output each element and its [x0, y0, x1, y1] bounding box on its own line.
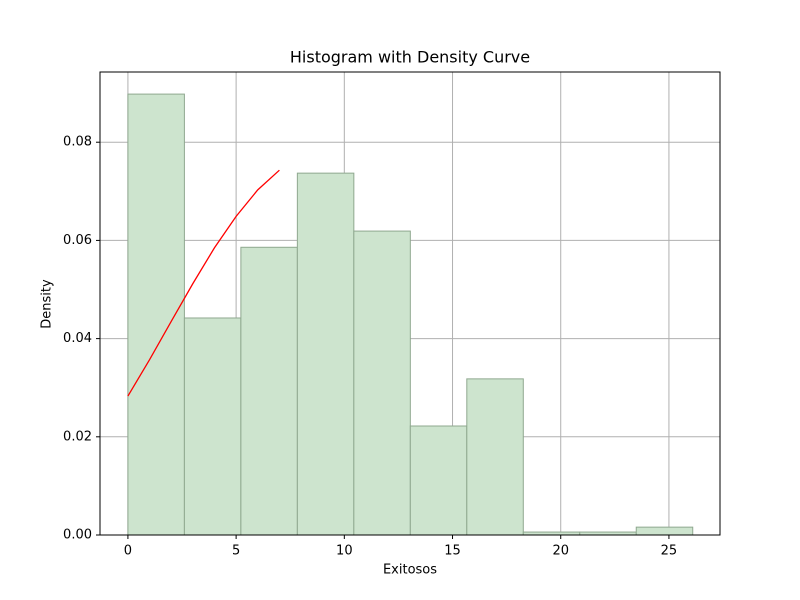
- bar: [466, 378, 524, 536]
- bar: [240, 246, 298, 536]
- x-tick-label: 15: [444, 544, 461, 559]
- chart-title: Histogram with Density Curve: [290, 48, 530, 67]
- x-tick-label: 20: [552, 544, 569, 559]
- bar: [409, 425, 468, 536]
- y-tick-label: 0.08: [63, 135, 92, 150]
- y-tick-label: 0.04: [63, 331, 92, 346]
- x-tick-label: 5: [232, 544, 240, 559]
- x-tick-label: 25: [661, 544, 678, 559]
- y-tick-label: 0.02: [63, 429, 92, 444]
- y-axis-label: Density: [40, 279, 55, 329]
- y-tick-label: 0.00: [63, 528, 92, 543]
- bar: [127, 93, 185, 536]
- bar: [353, 230, 411, 536]
- x-tick-label: 10: [336, 544, 353, 559]
- x-tick-label: 0: [124, 544, 132, 559]
- x-axis-label: Exitosos: [383, 563, 437, 578]
- y-tick-label: 0.06: [63, 233, 92, 248]
- bar: [635, 526, 694, 536]
- bar: [296, 172, 355, 536]
- bar: [183, 317, 242, 536]
- plot-frame: [99, 71, 721, 536]
- density-curve: [127, 169, 280, 397]
